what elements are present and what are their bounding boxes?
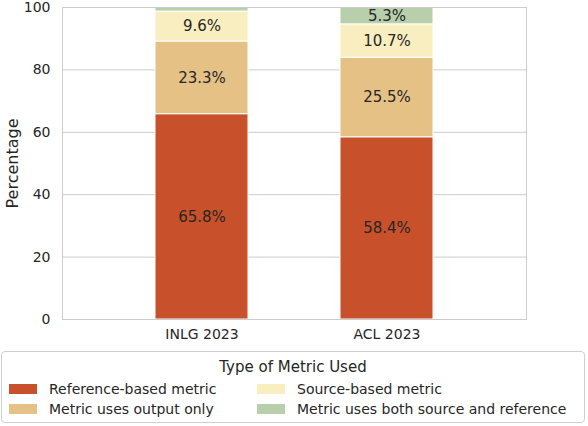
svg-text:25.5%: 25.5% (363, 88, 411, 106)
svg-text:9.6%: 9.6% (183, 17, 221, 35)
svg-text:60: 60 (33, 124, 51, 140)
html-text:Metric uses both source and re: Metric uses both source and reference (297, 401, 567, 417)
html-text:Type of Metric Used: Type of Metric Used (219, 358, 367, 376)
svg-text:0: 0 (42, 311, 51, 327)
svg-text:5.3%: 5.3% (368, 7, 406, 25)
html-text:Source-based metric: Source-based metric (297, 381, 442, 397)
html-text:Metric uses output only: Metric uses output only (49, 401, 214, 417)
svg-text:100: 100 (24, 0, 51, 15)
svg-text:ACL 2023: ACL 2023 (354, 326, 421, 342)
svg-text:40: 40 (33, 186, 51, 202)
svg-text:58.4%: 58.4% (363, 219, 411, 237)
svg-text:20: 20 (33, 249, 51, 265)
svg-text:80: 80 (33, 61, 51, 77)
svg-text:Percentage: Percentage (3, 118, 22, 208)
html-text:Reference-based metric: Reference-based metric (49, 381, 217, 397)
svg-text:23.3%: 23.3% (178, 69, 226, 87)
svg-text:65.8%: 65.8% (178, 208, 226, 226)
svg-text:10.7%: 10.7% (363, 32, 411, 50)
svg-text:INLG 2023: INLG 2023 (165, 326, 238, 342)
